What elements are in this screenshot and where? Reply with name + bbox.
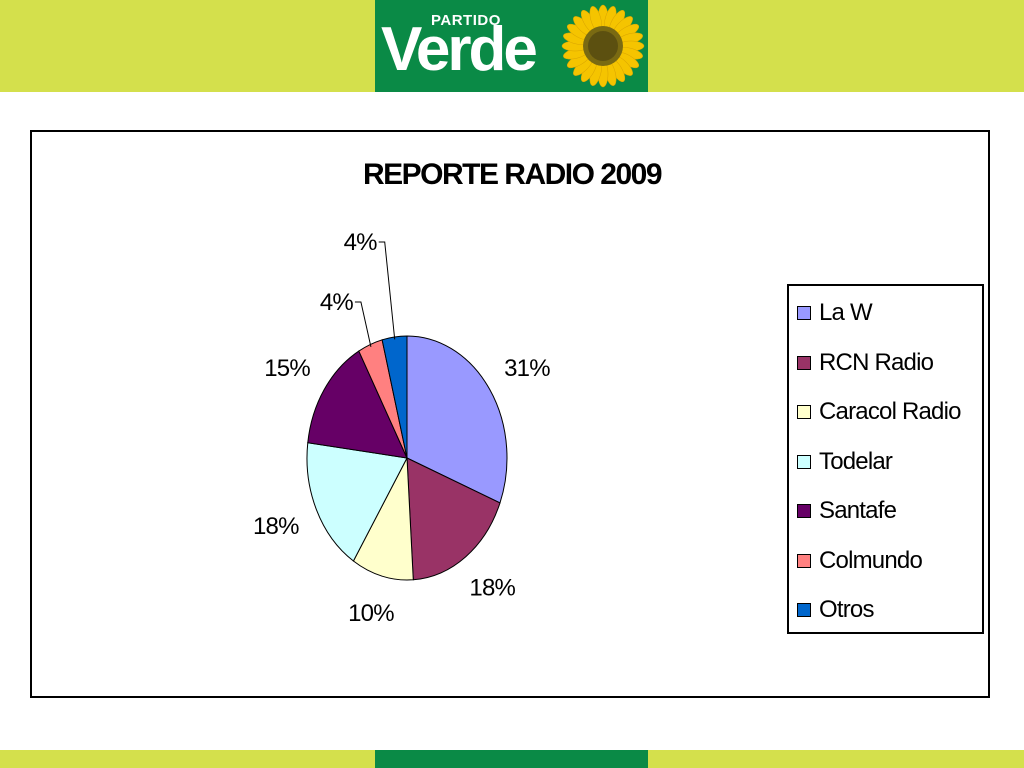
legend-item-santafe: Santafe bbox=[797, 497, 897, 524]
legend-swatch-rcn-radio bbox=[797, 355, 811, 370]
legend-swatch-todelar bbox=[797, 454, 811, 469]
legend-label-colmundo: Colmundo bbox=[819, 546, 923, 574]
pie-slice-la-w bbox=[406, 335, 508, 504]
pie-slice-todelar bbox=[306, 442, 408, 562]
legend-swatch-caracol-radio bbox=[797, 405, 811, 419]
pie-slice-santafe bbox=[307, 350, 408, 459]
legend-swatch-colmundo bbox=[797, 553, 811, 568]
legend-label-rcn-radio: RCN Radio bbox=[819, 348, 934, 376]
footer-accent bbox=[375, 750, 648, 768]
legend-label-la-w: La W bbox=[819, 299, 873, 326]
logo-verde-text: Verde bbox=[381, 15, 538, 84]
chart-title: REPORTE RADIO 2009 bbox=[362, 158, 663, 191]
data-label-santafe: 15% bbox=[264, 355, 310, 382]
data-label-todelar: 18% bbox=[253, 513, 299, 540]
legend-item-la-w: La W bbox=[797, 299, 873, 326]
legend-item-caracol-radio: Caracol Radio bbox=[797, 398, 961, 425]
data-label-colmundo: 4% bbox=[320, 289, 354, 316]
legend-label-otros: Otros bbox=[819, 596, 874, 623]
legend-swatch-santafe bbox=[797, 504, 811, 518]
data-label-la-w: 31% bbox=[504, 355, 550, 382]
sunflower-icon bbox=[561, 4, 645, 88]
leader-line-colmundo bbox=[354, 301, 372, 347]
leader-line-otros bbox=[378, 241, 396, 340]
legend-item-todelar: Todelar bbox=[797, 447, 893, 475]
data-label-otros: 4% bbox=[344, 229, 378, 256]
pie-slice-rcn-radio bbox=[406, 457, 501, 581]
legend-swatch-la-w bbox=[797, 306, 811, 320]
legend-item-rcn-radio: RCN Radio bbox=[797, 348, 934, 376]
legend-swatch-otros bbox=[797, 603, 811, 617]
pie-slice-caracol-radio bbox=[352, 456, 414, 581]
party-logo: PARTIDO Verde bbox=[375, 0, 648, 92]
legend-label-todelar: Todelar bbox=[819, 447, 893, 475]
chart-legend: La W RCN Radio Caracol Radio Todelar Santafe… bbox=[787, 284, 984, 634]
legend-label-caracol-radio: Caracol Radio bbox=[819, 398, 961, 425]
legend-label-santafe: Santafe bbox=[819, 497, 897, 524]
data-label-rcn-radio: 18% bbox=[469, 574, 515, 601]
logo-party-text: PARTIDO bbox=[431, 12, 501, 29]
data-label-caracol-radio: 10% bbox=[348, 600, 394, 627]
legend-item-otros: Otros bbox=[797, 596, 874, 623]
legend-item-colmundo: Colmundo bbox=[797, 546, 923, 574]
